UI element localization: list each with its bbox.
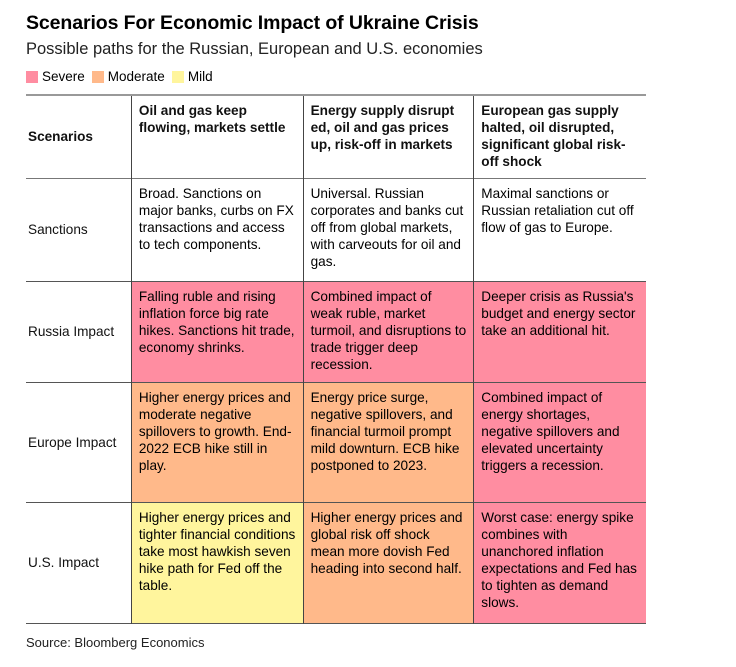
column-header-scenario-2: Energy supply disrupt ed, oil and gas pr… xyxy=(302,95,474,178)
corner-header: Scenarios xyxy=(28,129,93,145)
scenarios-table: Scenarios Oil and gas keep flowing, mark… xyxy=(26,94,646,624)
table-cell: Higher energy prices and tighter financi… xyxy=(130,502,304,623)
table-cell: Universal. Russian corporates and banks … xyxy=(302,178,474,281)
legend-item-severe: Severe xyxy=(26,69,85,84)
table-cell: Maximal sanctions or Russian retaliation… xyxy=(473,178,646,281)
table-cell: Energy price surge, negative spillovers,… xyxy=(302,382,474,502)
table-row-us-impact: U.S. Impact Higher energy prices and tig… xyxy=(26,502,646,623)
table-cell: Combined impact of energy shortages, neg… xyxy=(473,382,646,502)
legend-label: Moderate xyxy=(107,69,165,84)
legend-swatch-severe xyxy=(26,70,38,83)
table-cell: Worst case: energy spike combines with u… xyxy=(473,502,646,623)
legend-swatch-mild xyxy=(171,70,184,83)
legend-label: Severe xyxy=(42,69,85,84)
row-label: U.S. Impact xyxy=(28,555,100,570)
row-label: Sanctions xyxy=(28,222,88,237)
legend-item-mild: Mild xyxy=(171,69,213,84)
legend: Severe Moderate Mild xyxy=(26,69,220,84)
row-label: Europe Impact xyxy=(28,434,117,450)
table-header-row: Scenarios Oil and gas keep flowing, mark… xyxy=(26,95,646,178)
legend-label: Mild xyxy=(187,69,213,84)
legend-swatch-moderate xyxy=(91,70,104,83)
table-cell: Higher energy prices and global risk off… xyxy=(302,502,474,623)
table-row-sanctions: Sanctions Broad. Sanctions on major bank… xyxy=(26,178,646,281)
legend-item-moderate: Moderate xyxy=(91,69,165,84)
table-cell: Higher energy prices and moderate negati… xyxy=(130,382,304,502)
row-label: Russia Impact xyxy=(28,324,115,339)
table-cell: Broad. Sanctions on major banks, curbs o… xyxy=(130,178,304,281)
table-cell: Falling ruble and rising inflation force… xyxy=(130,281,304,382)
column-header-scenario-1: Oil and gas keep flowing, markets settle xyxy=(130,95,304,178)
page-subtitle: Possible paths for the Russian, European… xyxy=(26,40,483,58)
page-title: Scenarios For Economic Impact of Ukraine… xyxy=(26,12,479,34)
column-header-scenario-3: European gas supply halted, oil disrupte… xyxy=(473,95,646,178)
table-row-europe-impact: Europe Impact Higher energy prices and m… xyxy=(26,382,646,502)
table-row-russia-impact: Russia Impact Falling ruble and rising i… xyxy=(26,281,646,382)
table-cell: Deeper crisis as Russia's budget and ene… xyxy=(473,281,646,382)
source-note: Source: Bloomberg Economics xyxy=(26,635,205,650)
table-cell: Combined impact of weak ruble, market tu… xyxy=(302,281,474,382)
